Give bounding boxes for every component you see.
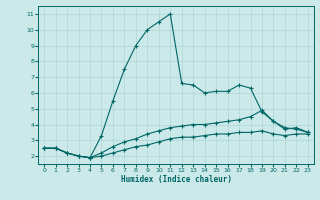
X-axis label: Humidex (Indice chaleur): Humidex (Indice chaleur) [121,175,231,184]
